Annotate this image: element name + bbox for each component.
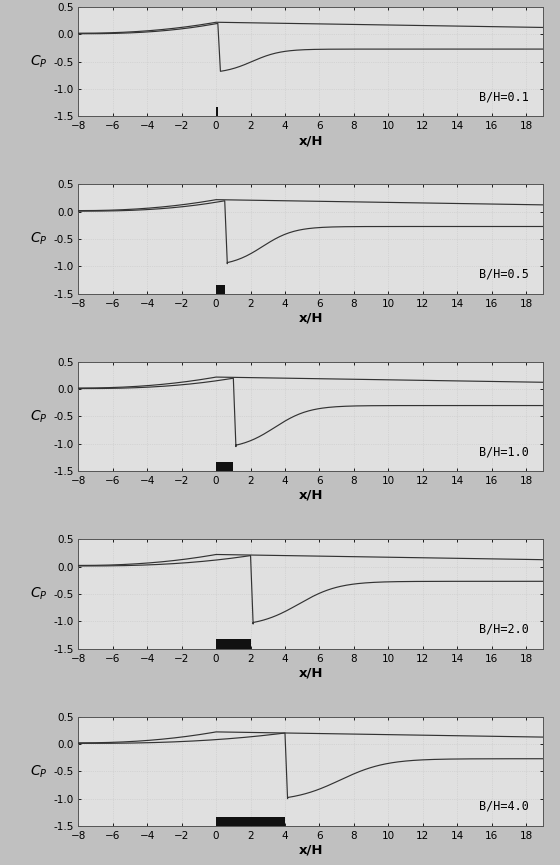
X-axis label: x/H: x/H xyxy=(298,666,323,679)
X-axis label: x/H: x/H xyxy=(298,134,323,147)
Bar xyxy=(216,107,218,117)
Y-axis label: $C_P$: $C_P$ xyxy=(30,231,48,247)
X-axis label: x/H: x/H xyxy=(298,489,323,502)
Text: B/H=4.0: B/H=4.0 xyxy=(479,800,529,813)
Y-axis label: $C_P$: $C_P$ xyxy=(30,586,48,602)
Bar xyxy=(216,285,225,294)
Bar xyxy=(216,639,250,649)
X-axis label: x/H: x/H xyxy=(298,311,323,324)
Y-axis label: $C_P$: $C_P$ xyxy=(30,408,48,425)
Text: B/H=0.5: B/H=0.5 xyxy=(479,267,529,281)
Text: B/H=0.1: B/H=0.1 xyxy=(479,90,529,103)
Bar xyxy=(216,817,285,826)
Text: B/H=2.0: B/H=2.0 xyxy=(479,623,529,636)
Y-axis label: $C_P$: $C_P$ xyxy=(30,763,48,779)
Text: B/H=1.0: B/H=1.0 xyxy=(479,445,529,458)
X-axis label: x/H: x/H xyxy=(298,843,323,856)
Y-axis label: $C_P$: $C_P$ xyxy=(30,54,48,70)
Bar xyxy=(216,462,234,471)
